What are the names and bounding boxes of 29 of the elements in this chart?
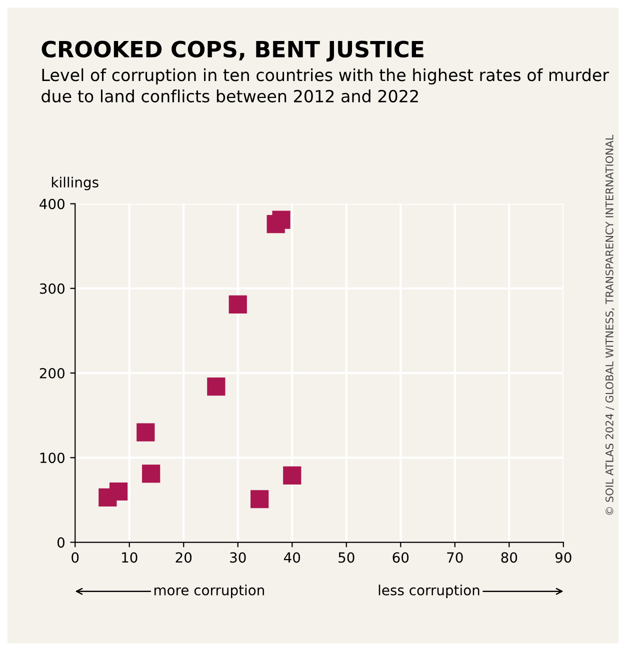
text: more corruption [154,584,264,598]
x-tick-label: 0 [72,552,79,563]
point [228,295,247,314]
y-tick-label: 400 [40,198,64,210]
x-tick-label: 70 [447,552,463,563]
chart-title: CROOKED COPS, BENT JUSTICE [42,40,424,62]
x-tick-label: 60 [392,552,409,563]
y-tick-label: 0 [57,537,64,548]
point [207,378,226,396]
point [109,482,128,501]
x-tick-label: 40 [284,552,300,563]
point [136,423,155,442]
point [272,210,290,229]
text: © SOIL ATLAS 2024 / GLOBAL WITNESS, TRANSPARENCY INTERNATIONAL [605,134,614,515]
x-tick-label: 50 [338,552,354,563]
y-axis-title: killings [52,176,98,190]
x-tick-label: 20 [176,552,192,563]
x-tick-label: 10 [122,552,138,563]
y-tick-label: 200 [40,368,64,378]
chart-subtitle: Level of corruption in ten countries with the highest rates of murder due to land conflicts between 2012 and 2022 [42,68,610,102]
x-tick-label: 30 [230,552,246,563]
point [283,466,302,484]
point [250,490,269,508]
y-tick-label: 100 [40,452,64,464]
y-tick-label: 300 [40,283,64,294]
text: less corruption [378,584,480,598]
x-tick-label: 90 [555,552,572,563]
point [142,464,160,483]
x-tick-label: 80 [501,552,518,563]
